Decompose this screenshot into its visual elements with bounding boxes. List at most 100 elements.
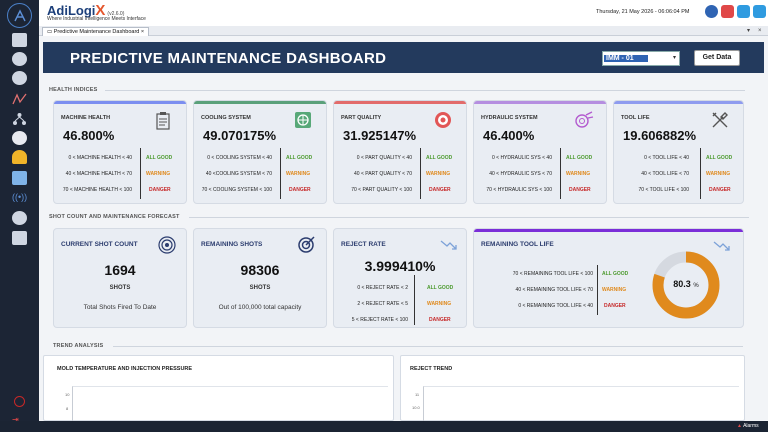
trend-down-icon [713, 239, 731, 257]
range-label: 70 < REMAINING TOOL LIFE < 100 [512, 271, 593, 277]
range-label: 0 < REMAINING TOOL LIFE < 40 [518, 303, 593, 309]
status-warning: WARNING [426, 171, 451, 177]
range-label: 2 < REJECT RATE < 5 [357, 301, 408, 307]
section-title-shot: SHOT COUNT AND MAINTENANCE FORECAST [49, 214, 180, 220]
range-label: 0 < COOLING SYSTEM < 40 [207, 155, 272, 161]
status-warning: WARNING [146, 171, 171, 177]
tool-life-donut [652, 251, 720, 319]
status-warning: WARNING [602, 287, 627, 293]
settings-icon[interactable] [12, 211, 27, 225]
help-icon[interactable] [14, 396, 25, 407]
tick-label: 10 [65, 392, 70, 397]
target-arrow-icon [298, 235, 316, 253]
range-label: 40 <COOLING SYSTEM < 70 [205, 171, 272, 177]
network-icon[interactable] [12, 112, 27, 126]
date-time: Thursday, 21 May 2026 - 06:06:04 PM [596, 9, 690, 15]
tick-label: 11 [415, 392, 420, 397]
status-good: ALL GOOD [427, 285, 454, 291]
remaining-shots-card: REMAINING SHOTS 98306 SHOTS Out of 100,0… [193, 228, 327, 328]
monitor-icon[interactable] [12, 33, 27, 47]
close-icon[interactable]: × [758, 28, 762, 34]
accent-bar [334, 101, 466, 104]
mold-temp-chart: MOLD TEMPERATURE AND INJECTION PRESSURE … [43, 355, 394, 421]
clipboard-icon [154, 111, 172, 130]
status-warning: WARNING [427, 301, 452, 307]
remaining-shots-unit: SHOTS [249, 285, 271, 291]
alarms-button[interactable]: ▲ Alarms [737, 423, 759, 429]
get-data-button[interactable]: Get Data [694, 50, 740, 66]
health-card-hydraulic-system: HYDRAULIC SYSTEM 46.400% 0 < HYDRAULIC SYS… [473, 100, 607, 204]
range-label: 0 < HYDRAULIC SYS < 40 [491, 155, 552, 161]
range-label: 70 < COOLING SYSTEM < 100 [201, 187, 272, 193]
broadcast-icon[interactable]: ((•)) [12, 192, 28, 202]
tab-menu-icon[interactable]: ▾ [747, 28, 751, 34]
card-title: REJECT RATE [341, 241, 386, 248]
card-title: REMAINING SHOTS [201, 241, 263, 248]
range-label: 0 < TOOL LIFE < 40 [644, 155, 689, 161]
divider [280, 148, 281, 199]
status-warning: WARNING [286, 171, 311, 177]
range-label: 40 < REMAINING TOOL LIFE < 70 [515, 287, 593, 293]
status-danger: DANGER [429, 187, 451, 193]
machine-select[interactable]: IMM - 01 ▾ [602, 51, 680, 66]
alert-icon[interactable] [721, 5, 734, 18]
trend-down-icon [440, 238, 458, 256]
tab-predictive-maintenance[interactable]: ▭ Predictive Maintenance Dashboard × [42, 27, 150, 36]
logout-icon[interactable]: ⇥ [12, 415, 19, 424]
devices-icon[interactable] [12, 52, 27, 66]
user-icon[interactable] [705, 5, 718, 18]
health-value: 46.400% [483, 128, 535, 143]
range-label: 40 < PART QUALITY < 70 [354, 171, 412, 177]
tool-life-card: REMAINING TOOL LIFE 70 < REMAINING TOOL … [473, 228, 744, 328]
health-card-part-quality: PART QUALITY 31.925147% 0 < PART QUALITY <… [333, 100, 467, 204]
card-title: HYDRAULIC SYSTEM [481, 115, 538, 121]
health-value: 46.800% [63, 128, 115, 143]
maintenance-icon[interactable] [12, 131, 27, 145]
gauge-icon[interactable] [12, 71, 27, 85]
status-danger: DANGER [709, 187, 731, 193]
report-icon[interactable] [12, 171, 27, 185]
fullscreen-icon[interactable] [753, 5, 766, 18]
trend-lines-icon[interactable] [12, 92, 27, 106]
status-danger: DANGER [604, 303, 626, 309]
window-icon[interactable] [737, 5, 750, 18]
range-label: 40 < MACHINE HEALTH < 70 [65, 171, 132, 177]
dashboard-grid-icon[interactable] [12, 231, 27, 245]
tick-label: 8 [66, 406, 69, 411]
divider [700, 148, 701, 199]
range-label: 0 < MACHINE HEALTH < 40 [68, 155, 132, 161]
reject-rate-value: 3.999410% [364, 258, 436, 274]
range-label: 40 < HYDRAULIC SYS < 70 [489, 171, 552, 177]
app-logo-icon[interactable] [7, 3, 32, 28]
divider [414, 275, 415, 325]
card-title: REMAINING TOOL LIFE [481, 241, 554, 248]
tab-close-icon[interactable]: × [140, 29, 145, 35]
status-danger: DANGER [289, 187, 311, 193]
health-value: 31.925147% [343, 128, 417, 143]
target-red-icon [434, 111, 452, 129]
accent-bar [614, 101, 743, 104]
brand-tagline: Where Industrial Intelligence Meets Inte… [47, 16, 146, 22]
health-value: 49.070175% [203, 128, 277, 143]
remaining-shots-caption: Out of 100,000 total capacity [218, 304, 302, 311]
divider [420, 148, 421, 199]
card-title: COOLING SYSTEM [201, 115, 251, 121]
chart-title: MOLD TEMPERATURE AND INJECTION PRESSURE [57, 366, 193, 372]
status-good: ALL GOOD [426, 155, 453, 161]
award-icon[interactable] [12, 150, 27, 164]
bell-icon: ▲ [737, 423, 742, 429]
tool-life-percent: 80.3 % [673, 279, 699, 289]
section-title-trend: TREND ANALYSIS [53, 343, 104, 349]
cooling-icon [294, 111, 312, 129]
dashboard-content: PREDICTIVE MAINTENANCE DASHBOARD IMM - 0… [39, 36, 768, 421]
chevron-down-icon: ▾ [672, 55, 676, 61]
tab-bar: ▭ Predictive Maintenance Dashboard × ▾ × [39, 26, 768, 36]
divider [140, 148, 141, 199]
donut-fill [652, 251, 720, 319]
shot-count-caption: Total Shots Fired To Date [83, 304, 157, 311]
health-value: 19.606882% [623, 128, 697, 143]
card-title: CURRENT SHOT COUNT [61, 241, 138, 248]
status-danger: DANGER [429, 317, 451, 323]
health-card-tool-life: TOOL LIFE 19.606882% 0 < TOOL LIFE < 40 40 … [613, 100, 744, 204]
